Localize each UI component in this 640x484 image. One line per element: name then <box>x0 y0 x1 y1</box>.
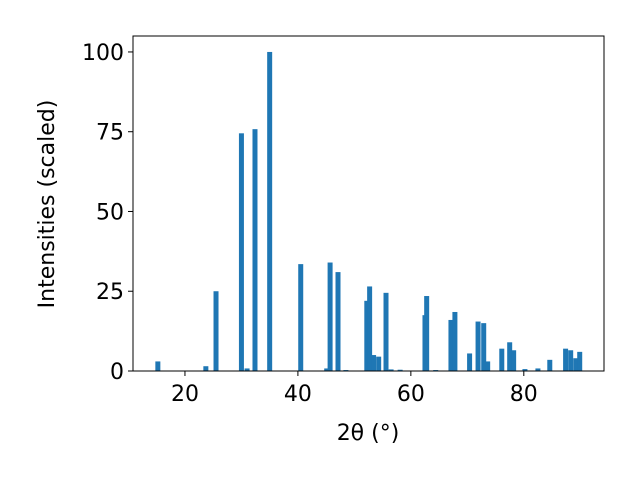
bar <box>327 262 333 371</box>
y-tick-label: 0 <box>110 360 124 385</box>
bar <box>485 361 491 371</box>
bar <box>511 350 517 371</box>
bar <box>547 359 553 371</box>
y-tick-label: 25 <box>96 280 124 305</box>
y-tick-label: 75 <box>96 121 124 146</box>
bar <box>452 311 458 371</box>
bar <box>522 369 528 371</box>
bar <box>568 350 574 371</box>
bar <box>507 342 513 371</box>
y-tick-label: 100 <box>82 41 124 66</box>
bar <box>481 323 487 371</box>
bar <box>367 286 373 371</box>
bar <box>376 356 382 371</box>
bar <box>467 353 473 371</box>
bar <box>424 296 430 371</box>
bar <box>335 272 341 371</box>
bar <box>267 51 273 371</box>
bar <box>238 133 244 371</box>
x-axis-label: 2θ (°) <box>337 421 400 446</box>
bar <box>448 319 454 371</box>
bar <box>499 348 505 371</box>
bar <box>475 321 481 371</box>
y-tick-label: 50 <box>96 200 124 225</box>
bar <box>252 129 258 371</box>
bar <box>535 368 541 371</box>
plot-frame <box>132 35 605 372</box>
x-tick-label: 80 <box>510 382 538 407</box>
bar <box>324 368 330 371</box>
bar <box>155 361 161 371</box>
bar <box>388 369 394 371</box>
bar <box>371 355 377 371</box>
bar <box>563 348 569 371</box>
bar <box>244 368 250 371</box>
bar <box>577 351 583 371</box>
bar <box>213 291 219 371</box>
bar <box>397 369 403 371</box>
bar <box>364 300 370 371</box>
bar <box>203 366 209 371</box>
y-axis-label: Intensities (scaled) <box>35 100 60 309</box>
bar <box>573 358 579 371</box>
bar <box>298 264 304 371</box>
x-tick-label: 40 <box>284 382 312 407</box>
bar <box>383 292 389 371</box>
x-tick-label: 60 <box>397 382 425 407</box>
x-tick-label: 20 <box>171 382 199 407</box>
